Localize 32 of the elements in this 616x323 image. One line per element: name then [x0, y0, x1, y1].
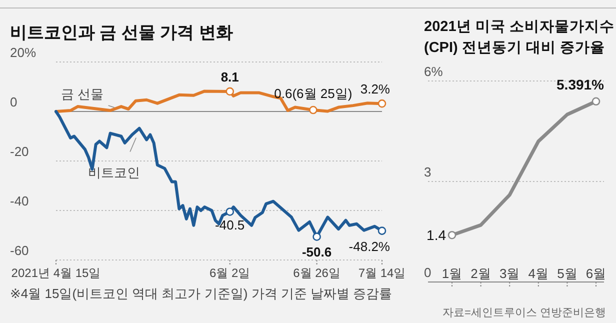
annotation: -50.6 — [302, 244, 332, 260]
y-tick-label: 0 — [424, 265, 432, 280]
annotation: -40.5 — [215, 218, 245, 233]
x-tick-label: 4월 — [528, 266, 549, 281]
annotation: 8.1 — [220, 69, 239, 84]
annotation: 3.2% — [360, 82, 390, 97]
x-tick-label: 5월 — [557, 266, 578, 281]
annotation: 0.6(6월 25일) — [274, 86, 352, 102]
y-tick-label: 20% — [10, 45, 36, 60]
y-tick-label: 3 — [424, 164, 432, 180]
y-tick-label: -20 — [10, 144, 29, 159]
data-label: 5.391% — [556, 76, 605, 92]
x-tick-label: 1월 — [442, 266, 462, 281]
annotation: -48.2% — [348, 238, 390, 254]
x-tick-label: 3월 — [499, 266, 520, 281]
series-label: 금 선물 — [61, 86, 104, 102]
chart-title: 2021년 미국 소비자물가지수 (CPI) 전년동기 대비 증가율 — [424, 19, 614, 56]
y-tick-label: -60 — [10, 243, 29, 258]
x-tick-label: 7월 14일 — [358, 266, 406, 280]
text: ※4월 15일(비트코인 역대 최고가 기준일) 가격 기준 날짜별 증감률 — [10, 286, 392, 301]
x-tick-label: 6월 2일 — [210, 266, 250, 280]
chart-title: 비트코인과 금 선물 가격 변화 — [10, 23, 233, 42]
y-tick-label: -40 — [10, 194, 29, 208]
x-tick-label: 2021년 4월 15일 — [11, 266, 101, 280]
y-tick-label: 6% — [424, 64, 444, 79]
text: 자료=세인트루이스 연방준비은행 — [442, 307, 606, 319]
x-tick-label: 2월 — [470, 266, 491, 281]
x-tick-label: 6월 — [586, 266, 606, 281]
x-tick-label: 6월 26일 — [293, 266, 340, 280]
y-tick-label: 0 — [10, 94, 18, 110]
data-label: 1.4 — [426, 227, 446, 244]
series-label: 비트코인 — [88, 164, 140, 180]
